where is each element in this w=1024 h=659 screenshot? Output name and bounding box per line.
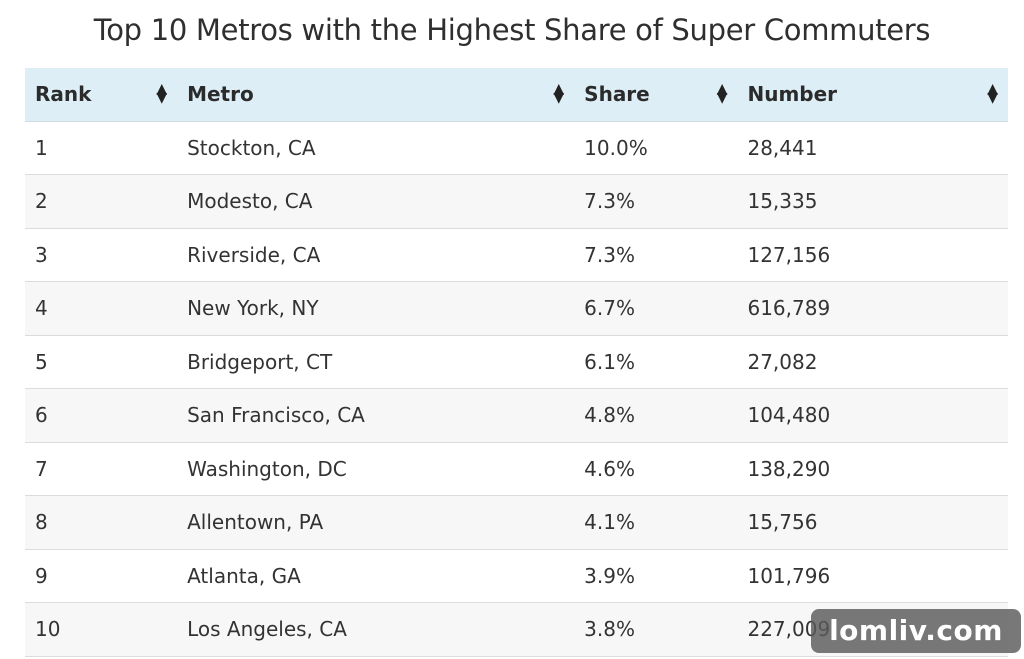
cell-rank: 5 bbox=[35, 349, 48, 374]
cell-number: 27,082 bbox=[747, 349, 818, 374]
cell-share: 4.8% bbox=[584, 403, 635, 428]
cell-rank: 10 bbox=[35, 617, 61, 642]
table-row: 4 New York, NY 6.7% 616,789 bbox=[25, 281, 1008, 335]
table-row: 5 Bridgeport, CT 6.1% 27,082 bbox=[25, 335, 1008, 389]
cell-metro: Bridgeport, CT bbox=[187, 349, 333, 374]
metros-table: Rank ▲ ▼ Metro ▲ ▼ Share ▲ ▼ Number ▲ ▼ 1 St… bbox=[25, 68, 1008, 657]
table-row: 9 Atlanta, GA 3.9% 101,796 bbox=[25, 549, 1008, 603]
watermark-logo: lomliv.com bbox=[811, 609, 1021, 653]
cell-share: 3.9% bbox=[584, 563, 635, 588]
cell-number: 127,156 bbox=[747, 242, 831, 267]
table-row: 6 San Francisco, CA 4.8% 104,480 bbox=[25, 388, 1008, 442]
cell-metro: Stockton, CA bbox=[187, 135, 316, 160]
column-header-rank[interactable]: Rank ▲ ▼ bbox=[25, 68, 178, 122]
column-header-label: Share bbox=[584, 82, 650, 107]
sort-icon[interactable]: ▲ ▼ bbox=[553, 81, 565, 107]
cell-rank: 8 bbox=[35, 510, 48, 535]
cell-number: 28,441 bbox=[747, 135, 818, 160]
page-title: Top 10 Metros with the Highest Share of … bbox=[93, 13, 931, 47]
table-row: 3 Riverside, CA 7.3% 127,156 bbox=[25, 228, 1008, 282]
cell-number: 616,789 bbox=[747, 296, 831, 321]
cell-rank: 6 bbox=[35, 403, 48, 428]
sort-icon[interactable]: ▲ ▼ bbox=[156, 81, 168, 107]
cell-metro: Los Angeles, CA bbox=[187, 617, 347, 642]
sort-icon[interactable]: ▲ ▼ bbox=[987, 81, 998, 107]
cell-share: 10.0% bbox=[584, 135, 648, 160]
cell-rank: 1 bbox=[35, 135, 48, 160]
column-header-label: Metro bbox=[187, 82, 254, 107]
cell-number: 101,796 bbox=[747, 563, 831, 588]
column-header-metro[interactable]: Metro ▲ ▼ bbox=[177, 68, 575, 122]
cell-metro: Washington, DC bbox=[187, 456, 347, 481]
cell-rank: 7 bbox=[35, 456, 48, 481]
column-header-label: Number bbox=[747, 82, 838, 107]
column-header-number[interactable]: Number ▲ ▼ bbox=[737, 68, 1008, 122]
cell-rank: 2 bbox=[35, 189, 48, 214]
cell-metro: San Francisco, CA bbox=[187, 403, 365, 428]
cell-metro: Allentown, PA bbox=[187, 510, 324, 535]
cell-metro: New York, NY bbox=[187, 296, 319, 321]
cell-share: 3.8% bbox=[584, 617, 635, 642]
sort-icon[interactable]: ▲ ▼ bbox=[716, 81, 728, 107]
cell-number: 104,480 bbox=[747, 403, 831, 428]
cell-number: 15,335 bbox=[747, 189, 818, 214]
cell-metro: Modesto, CA bbox=[187, 189, 313, 214]
cell-rank: 9 bbox=[35, 563, 48, 588]
table-header-row: Rank ▲ ▼ Metro ▲ ▼ Share ▲ ▼ Number ▲ ▼ bbox=[25, 68, 1008, 122]
table-row: 7 Washington, DC 4.6% 138,290 bbox=[25, 442, 1008, 496]
column-header-share[interactable]: Share ▲ ▼ bbox=[574, 68, 738, 122]
table-row: 8 Allentown, PA 4.1% 15,756 bbox=[25, 495, 1008, 549]
cell-metro: Riverside, CA bbox=[187, 242, 321, 267]
column-header-label: Rank bbox=[35, 82, 92, 107]
cell-number: 15,756 bbox=[747, 510, 818, 535]
cell-share: 7.3% bbox=[584, 189, 635, 214]
cell-share: 4.1% bbox=[584, 510, 635, 535]
table-row: 1 Stockton, CA 10.0% 28,441 bbox=[25, 121, 1008, 175]
cell-number: 138,290 bbox=[747, 456, 831, 481]
cell-share: 6.1% bbox=[584, 349, 635, 374]
cell-rank: 3 bbox=[35, 242, 48, 267]
cell-share: 6.7% bbox=[584, 296, 635, 321]
cell-metro: Atlanta, GA bbox=[187, 563, 301, 588]
cell-rank: 4 bbox=[35, 296, 48, 321]
cell-share: 7.3% bbox=[584, 242, 635, 267]
cell-share: 4.6% bbox=[584, 456, 635, 481]
table-row: 2 Modesto, CA 7.3% 15,335 bbox=[25, 174, 1008, 228]
